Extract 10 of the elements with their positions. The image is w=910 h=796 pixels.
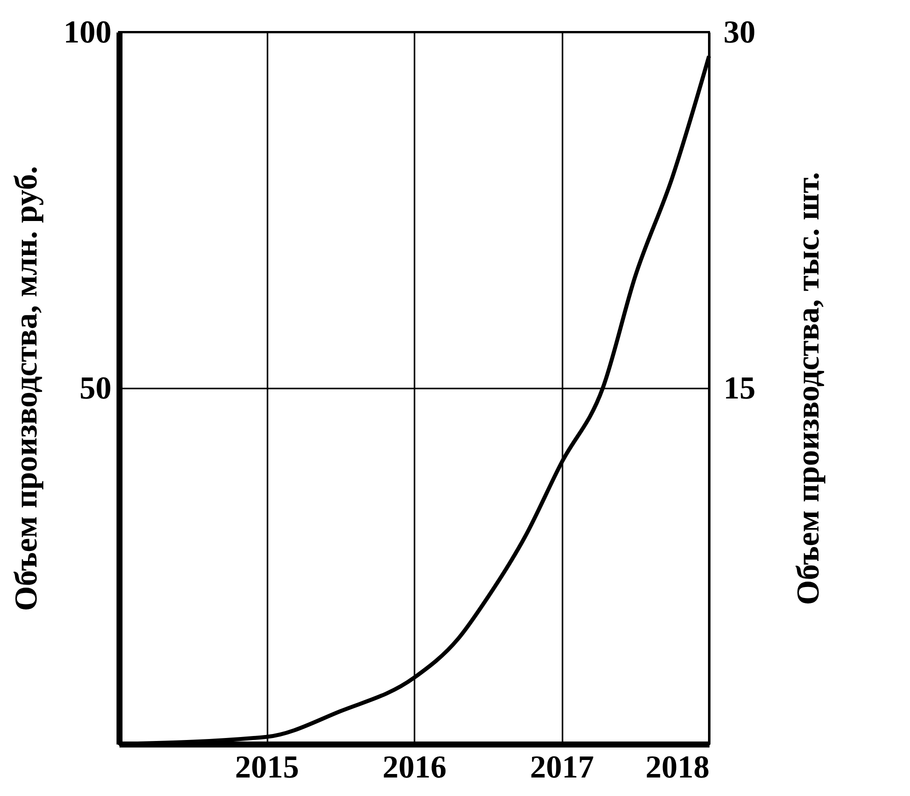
y-axis-title: Объем производства, млн. руб. — [8, 166, 44, 611]
x-tick-label: 2016 — [382, 748, 446, 784]
y2-axis-title: Объем производства, тыс. шт. — [790, 172, 826, 606]
y-tick-label: 50 — [80, 370, 112, 406]
x-tick-label: 2015 — [235, 748, 299, 784]
y2-tick-label: 15 — [724, 370, 756, 406]
y-tick-label: 100 — [64, 14, 112, 50]
x-tick-label: 2017 — [530, 748, 594, 784]
x-tick-label: 2018 — [646, 748, 710, 784]
y2-tick-label: 30 — [724, 14, 756, 50]
